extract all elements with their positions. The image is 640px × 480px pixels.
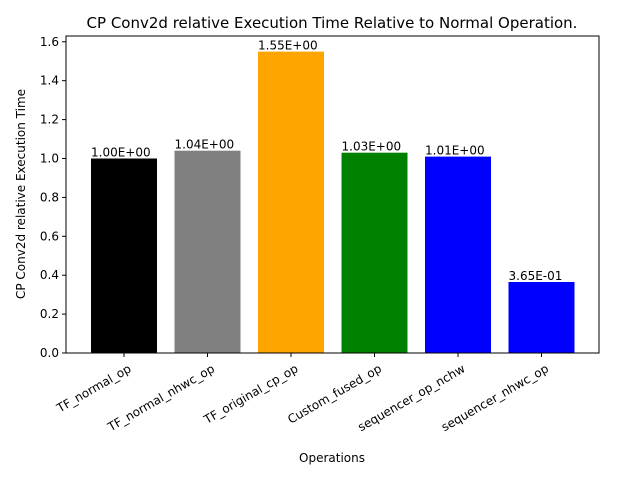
bar-tf-normal-op — [91, 158, 157, 353]
data-labels-layer: 1.00E+00 1.04E+00 1.55E+00 1.03E+00 1.01E+00… — [91, 39, 562, 283]
data-label: 1.00E+00 — [91, 146, 151, 160]
data-label: 1.04E+00 — [175, 138, 235, 152]
y-tick-label: 0.4 — [40, 268, 59, 282]
x-axis-title: Operations — [299, 451, 365, 465]
y-tick-label: 1.0 — [40, 152, 59, 166]
y-axis-title: CP Conv2d relative Execution Time — [14, 89, 28, 299]
bar-sequencer-nhwc-op — [508, 282, 575, 353]
plot-frame — [65, 35, 600, 354]
x-axis: TF_normal_opTF_normal_nhwc_opTF_original… — [54, 353, 551, 435]
y-tick-label: 0.8 — [40, 190, 59, 204]
x-tick-label: TF_normal_op — [54, 361, 134, 415]
y-tick-label: 0.2 — [40, 307, 59, 321]
data-label: 1.01E+00 — [425, 144, 485, 158]
data-label: 3.65E-01 — [509, 269, 563, 283]
bar-sequencer-op-nchw — [425, 156, 491, 353]
data-label: 1.55E+00 — [258, 39, 318, 53]
y-tick-label: 1.4 — [40, 74, 59, 88]
data-label: 1.03E+00 — [342, 140, 402, 154]
y-tick-label: 1.6 — [40, 35, 59, 49]
y-tick-label: 0.6 — [40, 229, 59, 243]
y-tick-label: 0.0 — [40, 346, 59, 360]
bar-tf-original-cp-op — [258, 51, 324, 353]
y-tick-label: 1.2 — [40, 113, 59, 127]
bar-tf-normal-nhwc-op — [174, 150, 241, 353]
chart-title: CP Conv2d relative Execution Time Relati… — [87, 14, 578, 32]
y-axis: 0.0 0.2 0.4 0.6 0.8 1.0 1.2 1.4 1.6 — [40, 35, 66, 360]
bar-custom-fused-op — [341, 152, 408, 353]
bars-layer — [91, 51, 575, 353]
